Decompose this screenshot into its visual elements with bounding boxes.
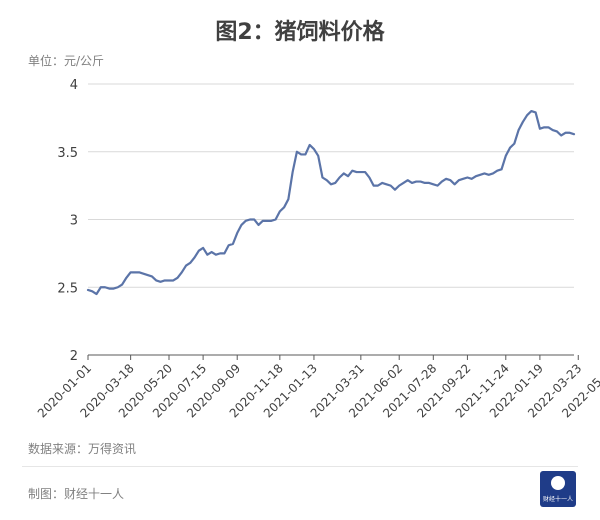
x-tick-labels: 2020-01-012020-03-182020-05-202020-07-15… — [35, 361, 600, 420]
brand-logo: 财经十一人 — [540, 471, 576, 507]
series-layer — [86, 110, 576, 296]
series-line — [86, 110, 576, 296]
y-tick-label: 4 — [70, 78, 78, 93]
footer-divider — [22, 466, 578, 467]
unit-label: 单位：元/公斤 — [28, 54, 105, 68]
globe-icon — [551, 476, 565, 490]
axes — [87, 354, 579, 360]
y-tick-label: 3.5 — [57, 146, 78, 161]
y-tick-label: 2 — [70, 349, 78, 364]
y-tick-label: 2.5 — [57, 281, 78, 296]
data-source-label: 数据来源：万得资讯 — [28, 442, 137, 456]
chart-title: 图2：猪饲料价格 — [215, 20, 385, 45]
chart-maker-label: 制图：财经十一人 — [28, 487, 125, 501]
y-tick-label: 3 — [70, 214, 78, 229]
brand-logo-text: 财经十一人 — [542, 496, 573, 503]
y-tick-labels: 2 2.5 3 3.5 4 — [57, 78, 78, 364]
gridlines — [88, 83, 574, 288]
